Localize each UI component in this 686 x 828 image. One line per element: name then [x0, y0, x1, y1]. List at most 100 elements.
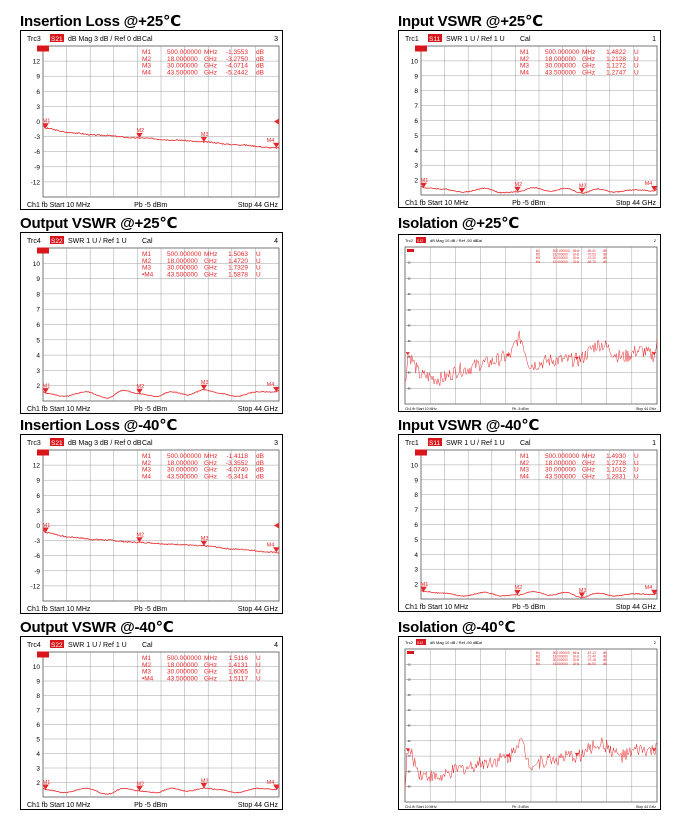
marker-value: 1.2128 — [606, 56, 626, 63]
marker-triangle — [652, 352, 657, 356]
channel-number: 4 — [274, 238, 278, 245]
marker-unit: GHz — [573, 253, 580, 257]
y-tick-label: 9 — [36, 276, 40, 283]
marker-value-unit: U — [634, 56, 639, 63]
marker-triangle — [273, 386, 280, 392]
marker-freq: 18.000000 — [167, 56, 198, 63]
y-tick-label: 2 — [414, 178, 418, 185]
y-tick-label: -9 — [34, 164, 40, 171]
marker-unit: GHz — [573, 256, 580, 260]
marker-freq: 30.000000 — [167, 669, 198, 676]
y-tick-label: 8 — [36, 693, 40, 700]
marker-unit: GHz — [204, 63, 217, 70]
marker-unit: GHz — [204, 473, 217, 480]
y-tick-label: 4 — [414, 552, 418, 559]
y-tick-label: -70 — [407, 356, 411, 359]
marker-id: M3 — [142, 669, 151, 676]
marker-freq: 500.000000 — [553, 651, 570, 655]
marker-freq: 30.000000 — [553, 256, 568, 260]
marker-id: M2 — [520, 460, 529, 467]
y-tick-label: 0 — [36, 119, 40, 126]
analyzer-screen: Trc2 S12 dB Mag 10 dB / Ref -50 dB Cal 2 -10 -… — [398, 234, 661, 412]
marker-triangle — [136, 388, 143, 394]
trace-line — [42, 125, 280, 149]
y-tick-label: 5 — [414, 537, 418, 544]
footer-start: Ch1 fb Start 10 MHz — [27, 202, 91, 209]
marker-value: -3.2750 — [226, 56, 248, 63]
marker-value: 1.5878 — [228, 271, 248, 278]
marker-value: 1.4720 — [228, 258, 248, 265]
marker-unit: GHz — [204, 460, 217, 467]
marker-triangle — [200, 783, 208, 789]
marker-triangle — [273, 547, 280, 553]
param-label: S12 — [417, 641, 423, 645]
marker-triangle — [578, 592, 586, 598]
marker-unit: MHz — [582, 49, 595, 56]
param-tag — [50, 34, 64, 42]
marker-freq: 30.000000 — [553, 658, 568, 662]
marker-freq: 43.500000 — [553, 260, 568, 264]
y-tick-label: 3 — [36, 104, 40, 111]
cal-label: Cal — [520, 36, 531, 43]
cal-label: Cal — [142, 36, 153, 43]
marker-value: -66.93 — [587, 662, 596, 666]
marker-value: 1.2747 — [606, 69, 626, 76]
scale-label: dB Mag 3 dB / Ref 0 dB — [68, 440, 142, 447]
marker-triangle — [405, 748, 410, 752]
trace-label: Trc3 — [27, 440, 41, 447]
marker-tag: M3 — [579, 588, 587, 594]
y-tick-label: 6 — [36, 322, 40, 329]
y-tick-label: 6 — [36, 722, 40, 729]
scale-label: dB Mag 10 dB / Ref -50 dB — [430, 640, 478, 645]
y-tick-label: -3 — [34, 538, 40, 545]
y-tick-label: 6 — [36, 89, 40, 96]
marker-triangle — [273, 142, 280, 148]
marker-value-unit: dB — [256, 473, 264, 480]
footer-stop: Stop 44 GHz — [636, 805, 656, 809]
marker-triangle — [136, 132, 143, 139]
marker-freq: 43.500000 — [167, 271, 198, 278]
y-tick-label: 8 — [36, 291, 40, 298]
marker-id: M3 — [536, 658, 541, 662]
marker-tag: M4 — [267, 780, 275, 786]
marker-value-unit: U — [634, 473, 639, 480]
marker-triangle — [42, 784, 49, 790]
channel-number: 3 — [274, 36, 278, 43]
chart-svg: Trc4 S22 SWR 1 U / Ref 1 U Cal 41098765432M1… — [27, 640, 280, 809]
y-tick-label: 5 — [414, 133, 418, 140]
marker-value: -1.4118 — [226, 453, 248, 460]
marker-triangle — [514, 186, 521, 192]
marker-id: M2 — [142, 258, 151, 265]
y-tick-label: 7 — [36, 307, 40, 314]
marker-tag: M1 — [421, 178, 429, 184]
marker-unit: MHz — [204, 251, 217, 258]
marker-value: -4.0714 — [226, 63, 248, 70]
marker-freq: 500.000000 — [167, 655, 202, 662]
marker-tag: M2 — [515, 182, 523, 188]
trace-label: Trc2 — [405, 238, 414, 243]
trace-label: Trc2 — [405, 640, 414, 645]
scale-label: SWR 1 U / Ref 1 U — [68, 642, 127, 649]
marker-freq: 43.500000 — [167, 473, 198, 480]
param-tag — [50, 236, 64, 244]
marker-id: M1 — [520, 49, 529, 56]
scale-label: SWR 1 U / Ref 1 U — [446, 440, 505, 447]
footer-power: Pb -5 dBm — [134, 802, 167, 809]
param-label: S22 — [51, 642, 63, 649]
y-tick-label: 12 — [33, 463, 41, 470]
y-tick-label: 7 — [414, 507, 418, 514]
marker-value: 1.4930 — [606, 453, 626, 460]
analyzer-screen: Trc1 S11 SWR 1 U / Ref 1 U Cal 1 10 9 8 7 6 5 4 3 2 M1… — [398, 30, 661, 208]
marker-value-unit: U — [634, 69, 639, 76]
marker-value: -67.13 — [587, 651, 596, 655]
channel-number: 4 — [274, 642, 278, 649]
footer-power: Pb -5 dBm — [512, 200, 545, 207]
marker-value: -71.40 — [587, 655, 596, 659]
param-tag — [416, 639, 426, 645]
marker-tag: M1 — [421, 582, 429, 588]
trace-label: Trc1 — [405, 440, 419, 447]
ref-marker — [415, 45, 427, 52]
marker-value: -5.2442 — [226, 69, 248, 76]
